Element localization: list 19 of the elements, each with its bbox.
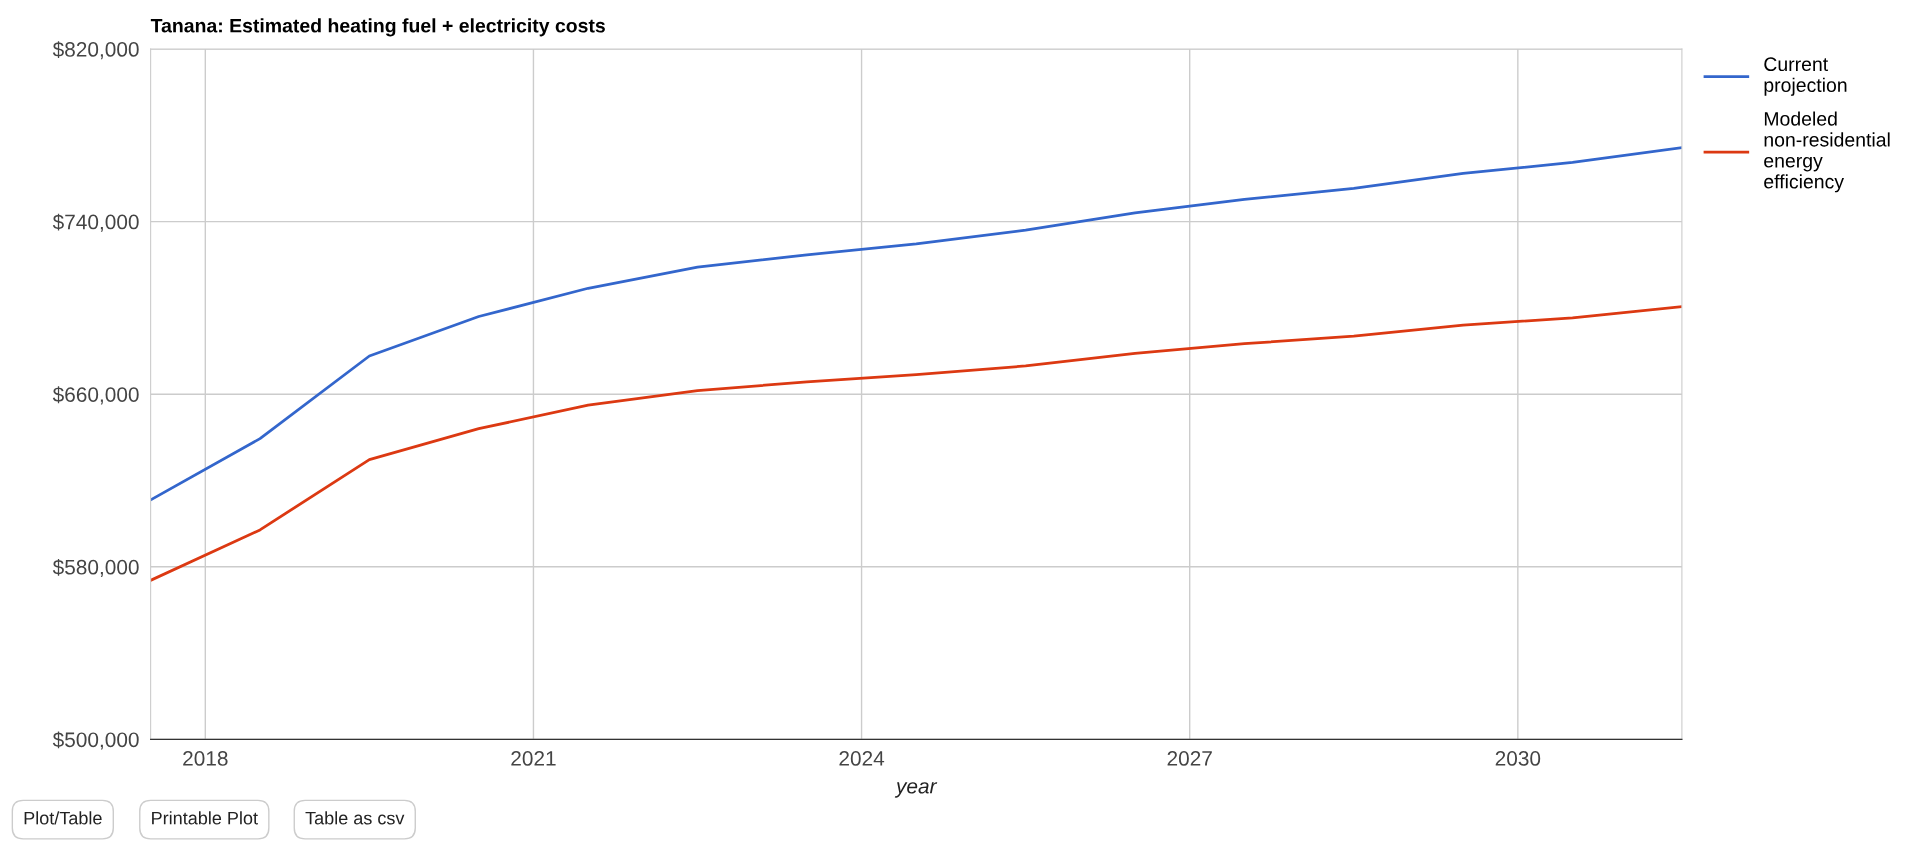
line-series xyxy=(150,146,1682,502)
chart-title: Tanana: Estimated heating fuel + electricity costs xyxy=(150,18,605,37)
text: Printable Plot xyxy=(152,811,258,825)
x-tick-label: 2027 xyxy=(1167,751,1212,766)
x-tick-label: 2018 xyxy=(183,751,228,766)
legend-label: Current projection xyxy=(1764,57,1847,96)
x-tick-label: 2021 xyxy=(511,751,556,766)
y-tick-label: $820,000 xyxy=(52,41,139,60)
legend-label: Modeled non-residential energy efficiency xyxy=(1764,111,1890,193)
y-tick-label: $580,000 xyxy=(52,558,139,577)
y-tick-label: $740,000 xyxy=(52,213,139,232)
line-series xyxy=(150,305,1682,582)
text: Table as csv xyxy=(305,811,405,825)
x-axis-title: year xyxy=(894,782,938,798)
x-tick-label: 2030 xyxy=(1495,751,1541,766)
text: Plot/Table xyxy=(24,811,102,825)
x-tick-label: 2024 xyxy=(839,751,885,766)
y-tick-label: $500,000 xyxy=(52,731,139,750)
y-tick-label: $660,000 xyxy=(52,386,139,405)
